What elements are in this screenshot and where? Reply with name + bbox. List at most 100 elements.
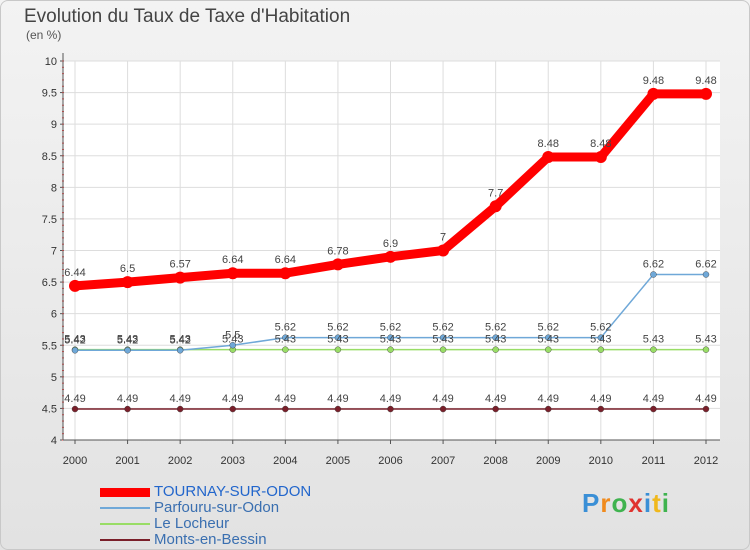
data-point bbox=[597, 334, 605, 341]
data-label: 6.64 bbox=[222, 254, 243, 266]
data-point bbox=[71, 347, 79, 354]
data-label: 7 bbox=[440, 232, 446, 244]
logo-letter: i bbox=[643, 488, 653, 518]
data-point bbox=[331, 258, 344, 271]
y-tick-label: 9 bbox=[51, 119, 57, 131]
data-point bbox=[279, 267, 292, 280]
data-label: 4.49 bbox=[643, 393, 664, 405]
data-point bbox=[439, 334, 447, 341]
data-point bbox=[229, 405, 236, 413]
x-tick-label: 2006 bbox=[378, 455, 402, 467]
data-label: 5.42 bbox=[64, 334, 85, 346]
y-tick-label: 5 bbox=[51, 372, 57, 384]
data-point bbox=[437, 244, 450, 257]
data-point bbox=[702, 346, 710, 353]
data-point bbox=[387, 405, 394, 413]
data-point bbox=[542, 151, 555, 164]
logo-letter: r bbox=[600, 488, 612, 518]
data-label: 5.43 bbox=[432, 334, 453, 346]
data-point bbox=[229, 342, 236, 349]
data-label: 4.49 bbox=[169, 393, 190, 405]
data-point bbox=[71, 405, 79, 413]
data-point bbox=[489, 200, 502, 213]
data-label: 4.49 bbox=[485, 393, 506, 405]
legend-swatch bbox=[100, 507, 150, 509]
data-label: 4.49 bbox=[327, 393, 348, 405]
data-point bbox=[545, 405, 552, 413]
data-label: 7.7 bbox=[488, 187, 503, 199]
data-point bbox=[384, 250, 397, 263]
data-label: 5.62 bbox=[538, 322, 559, 334]
data-label: 5.62 bbox=[327, 322, 348, 334]
data-point bbox=[124, 347, 131, 354]
data-point bbox=[387, 334, 394, 341]
data-label: 6.62 bbox=[695, 259, 716, 271]
data-point bbox=[121, 276, 134, 289]
x-tick-label: 2000 bbox=[63, 455, 87, 467]
data-point bbox=[702, 405, 710, 413]
data-label: 5.43 bbox=[64, 334, 85, 346]
data-label: 5.43 bbox=[380, 334, 401, 346]
data-label: 4.49 bbox=[64, 393, 85, 405]
y-tick-label: 8 bbox=[51, 182, 57, 194]
y-tick-label: 6 bbox=[51, 309, 57, 321]
data-label: 5.43 bbox=[485, 334, 506, 346]
chart-unit-label: (en %) bbox=[26, 28, 62, 42]
data-label: 5.43 bbox=[695, 334, 716, 346]
data-point bbox=[124, 405, 131, 413]
legend-swatch bbox=[100, 539, 150, 541]
legend-item: TOURNAY-SUR-ODON bbox=[100, 484, 311, 500]
legend-label: Monts-en-Bessin bbox=[154, 531, 267, 548]
data-label: 4.49 bbox=[432, 393, 453, 405]
data-point bbox=[597, 405, 605, 413]
data-point bbox=[594, 151, 607, 164]
data-label: 5.62 bbox=[275, 322, 296, 334]
y-tick-label: 10 bbox=[45, 56, 57, 68]
data-label: 6.57 bbox=[169, 259, 190, 271]
data-point bbox=[226, 267, 239, 280]
x-tick-label: 2010 bbox=[589, 455, 613, 467]
logo-letter: P bbox=[582, 488, 601, 518]
data-label: 5.43 bbox=[590, 334, 611, 346]
data-label: 5.43 bbox=[222, 334, 243, 346]
x-tick-label: 2012 bbox=[694, 455, 718, 467]
x-tick-label: 2005 bbox=[326, 455, 350, 467]
data-point bbox=[282, 334, 289, 341]
data-label: 8.48 bbox=[538, 138, 559, 150]
data-label: 6.9 bbox=[383, 238, 398, 250]
data-label: 6.62 bbox=[643, 259, 664, 271]
data-point bbox=[334, 346, 342, 353]
logo-letter: x bbox=[628, 488, 644, 518]
data-point bbox=[174, 271, 187, 284]
y-tick-label: 9.5 bbox=[42, 88, 57, 100]
data-point bbox=[702, 271, 710, 278]
y-tick-label: 6.5 bbox=[42, 277, 57, 289]
data-label: 5.62 bbox=[485, 322, 506, 334]
data-label: 5.62 bbox=[590, 322, 611, 334]
data-label: 5.43 bbox=[275, 334, 296, 346]
y-tick-label: 7.5 bbox=[42, 214, 57, 226]
data-label: 9.48 bbox=[643, 75, 664, 87]
data-point bbox=[492, 405, 499, 413]
data-label: 5.43 bbox=[327, 334, 348, 346]
logo-letter: o bbox=[611, 488, 629, 518]
legend-item: Monts-en-Bessin bbox=[100, 532, 311, 548]
x-tick-label: 2004 bbox=[273, 455, 297, 467]
legend: TOURNAY-SUR-ODON Parfouru-sur-Odon Le Loch… bbox=[100, 484, 311, 548]
data-label: 4.49 bbox=[222, 393, 243, 405]
data-label: 5.5 bbox=[225, 329, 240, 341]
data-label: 5.43 bbox=[169, 334, 190, 346]
data-label: 4.49 bbox=[380, 393, 401, 405]
data-label: 6.44 bbox=[64, 267, 85, 279]
y-tick-label: 5.5 bbox=[42, 340, 57, 352]
data-point bbox=[176, 347, 184, 354]
legend-swatch bbox=[100, 523, 150, 525]
data-label: 6.78 bbox=[327, 245, 348, 257]
data-point bbox=[700, 87, 712, 100]
data-label: 4.49 bbox=[538, 393, 559, 405]
legend-item: Parfouru-sur-Odon bbox=[100, 500, 311, 516]
y-tick-label: 4 bbox=[51, 435, 57, 447]
data-point bbox=[492, 334, 499, 341]
legend-swatch bbox=[100, 487, 150, 497]
